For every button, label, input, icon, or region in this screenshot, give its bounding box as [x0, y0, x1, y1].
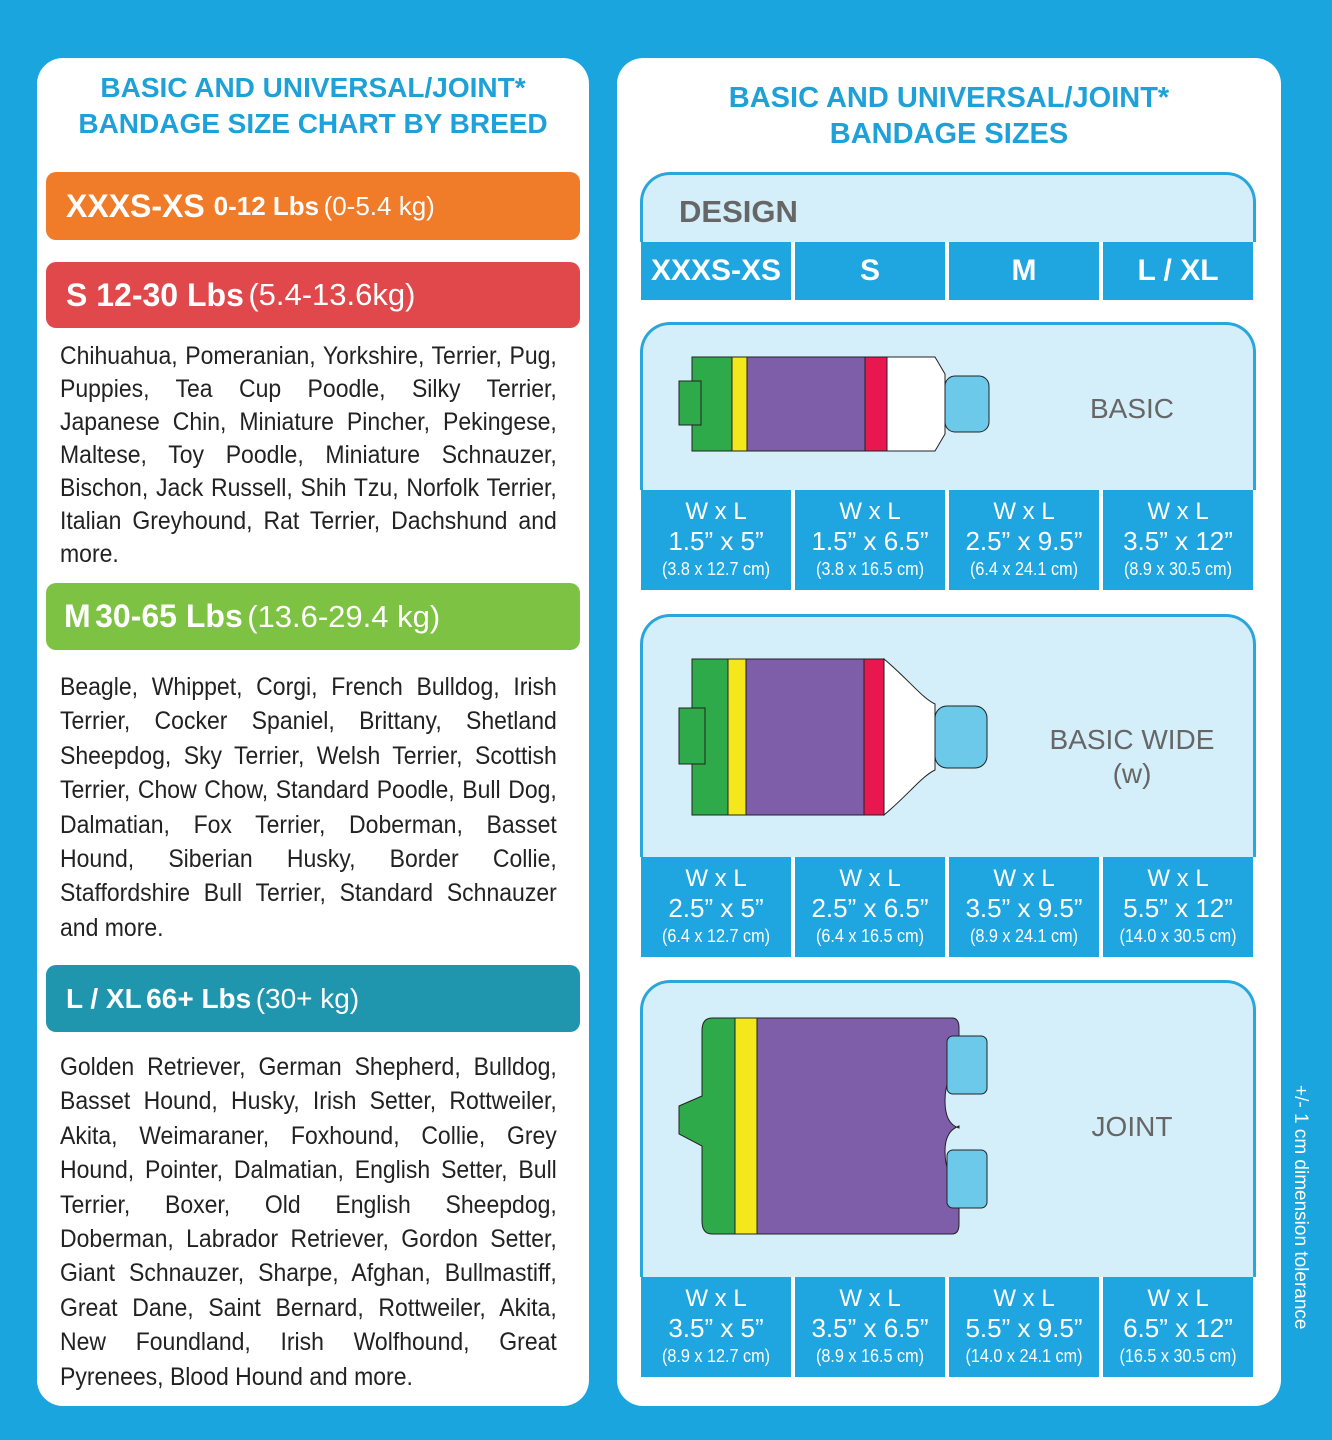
size-kg: (5.4-13.6kg)	[248, 277, 416, 312]
joint-bandage-illustration	[678, 1017, 988, 1235]
size-band-l-xl: L / XL 66+ Lbs (30+ kg)	[46, 965, 580, 1032]
size-name: S	[66, 276, 88, 313]
wl-label: W x L	[839, 1285, 901, 1312]
wl-label: W x L	[1147, 865, 1209, 892]
size-lbs: 12-30 Lbs	[96, 276, 244, 313]
size-name: XXXS-XS	[66, 187, 205, 224]
size-lbs: 66+ Lbs	[146, 982, 252, 1014]
type-label-basic-wide: BASIC WIDE (w)	[1017, 723, 1247, 791]
wl-label: W x L	[685, 1285, 747, 1312]
size-cm: (6.4 x 12.7 cm)	[661, 926, 771, 946]
type-label-basic: BASIC	[1089, 393, 1175, 424]
size-cm: (8.9 x 24.1 cm)	[969, 926, 1079, 946]
size-inches: 5.5” x 9.5”	[965, 1313, 1083, 1343]
joint-size-row: W x L 3.5” x 5” (8.9 x 12.7 cm) W x L 3.5” …	[641, 1277, 1253, 1377]
breed-list-l-xl: Golden Retriever, German Shepherd, Bulld…	[60, 1053, 557, 1391]
size-cell: W x L 5.5” x 12” (14.0 x 30.5 cm)	[1103, 857, 1253, 957]
size-kg: (13.6-29.4 kg)	[247, 598, 441, 634]
size-cm: (8.9 x 12.7 cm)	[661, 1346, 771, 1366]
breed-size-chart: BASIC AND UNIVERSAL/JOINT* BANDAGE SIZE …	[37, 58, 589, 1406]
size-header: S	[795, 242, 945, 300]
wl-label: W x L	[993, 1285, 1055, 1312]
size-name: M	[64, 598, 91, 634]
basic-bandage-illustration	[678, 356, 990, 452]
size-cell: W x L 2.5” x 5” (6.4 x 12.7 cm)	[641, 857, 791, 957]
size-cell: W x L 2.5” x 9.5” (6.4 x 24.1 cm)	[949, 490, 1099, 590]
wl-label: W x L	[685, 498, 747, 525]
wl-label: W x L	[685, 865, 747, 892]
size-band-xxxs-xs: XXXS-XS 0-12 Lbs (0-5.4 kg)	[46, 172, 580, 240]
type-name: BASIC WIDE	[1049, 724, 1215, 755]
size-inches: 1.5” x 5”	[668, 526, 764, 556]
size-cell: W x L 1.5” x 5” (3.8 x 12.7 cm)	[641, 490, 791, 590]
size-inches: 2.5” x 9.5”	[965, 526, 1083, 556]
size-cm: (14.0 x 30.5 cm)	[1119, 926, 1237, 946]
title-line: BASIC AND UNIVERSAL/JOINT*	[100, 72, 526, 103]
size-cm: (14.0 x 24.1 cm)	[965, 1346, 1083, 1366]
wl-label: W x L	[993, 865, 1055, 892]
size-band-m: M 30-65 Lbs (13.6-29.4 kg)	[46, 583, 580, 650]
type-sub: (w)	[1112, 758, 1152, 789]
size-cell: W x L 5.5” x 9.5” (14.0 x 24.1 cm)	[949, 1277, 1099, 1377]
size-cm: (8.9 x 16.5 cm)	[815, 1346, 925, 1366]
size-inches: 3.5” x 6.5”	[811, 1313, 929, 1343]
wl-label: W x L	[1147, 1285, 1209, 1312]
breed-list-s: Chihuahua, Pomeranian, Yorkshire, Terrie…	[60, 342, 557, 568]
size-kg: (30+ kg)	[255, 982, 360, 1014]
basic-size-row: W x L 1.5” x 5” (3.8 x 12.7 cm) W x L 1.5” …	[641, 490, 1253, 590]
wl-label: W x L	[1147, 498, 1209, 525]
size-header: M	[949, 242, 1099, 300]
size-inches: 3.5” x 5”	[668, 1313, 764, 1343]
size-cell: W x L 1.5” x 6.5” (3.8 x 16.5 cm)	[795, 490, 945, 590]
type-label-joint: JOINT	[1091, 1111, 1173, 1142]
breed-list-m: Beagle, Whippet, Corgi, French Bulldog, …	[60, 673, 557, 942]
size-cm: (16.5 x 30.5 cm)	[1119, 1346, 1237, 1366]
size-header-row: XXXS-XS S M L / XL	[641, 242, 1253, 300]
size-inches: 3.5” x 9.5”	[965, 893, 1083, 923]
size-lbs: 0-12 Lbs	[213, 190, 320, 221]
basic-wide-bandage-illustration	[678, 658, 988, 817]
title-line: BANDAGE SIZES	[829, 118, 1069, 150]
wl-label: W x L	[839, 498, 901, 525]
dimension-tolerance-note: +/- 1 cm dimension tolerance	[1290, 1085, 1311, 1330]
size-cell: W x L 3.5” x 5” (8.9 x 12.7 cm)	[641, 1277, 791, 1377]
size-cm: (3.8 x 16.5 cm)	[815, 559, 925, 579]
size-name: L / XL	[66, 982, 142, 1014]
size-inches: 1.5” x 6.5”	[811, 526, 929, 556]
size-band-s: S 12-30 Lbs (5.4-13.6kg)	[46, 262, 580, 328]
basic-wide-size-row: W x L 2.5” x 5” (6.4 x 12.7 cm) W x L 2.5” …	[641, 857, 1253, 957]
size-inches: 5.5” x 12”	[1123, 893, 1233, 923]
size-cm: (6.4 x 24.1 cm)	[969, 559, 1079, 579]
size-inches: 6.5” x 12”	[1123, 1313, 1233, 1343]
size-cell: W x L 3.5” x 6.5” (8.9 x 16.5 cm)	[795, 1277, 945, 1377]
size-inches: 2.5” x 5”	[668, 893, 764, 923]
size-inches: 2.5” x 6.5”	[811, 893, 929, 923]
size-cell: W x L 3.5” x 12” (8.9 x 30.5 cm)	[1103, 490, 1253, 590]
title-line: BANDAGE SIZE CHART BY BREED	[78, 108, 548, 139]
size-cell: W x L 3.5” x 9.5” (8.9 x 24.1 cm)	[949, 857, 1099, 957]
size-cm: (8.9 x 30.5 cm)	[1123, 559, 1233, 579]
size-kg: (0-5.4 kg)	[323, 190, 435, 221]
size-cm: (6.4 x 16.5 cm)	[815, 926, 925, 946]
size-inches: 3.5” x 12”	[1123, 526, 1233, 556]
breed-chart-title: BASIC AND UNIVERSAL/JOINT* BANDAGE SIZE …	[37, 70, 589, 142]
title-line: BASIC AND UNIVERSAL/JOINT*	[728, 82, 1170, 114]
wl-label: W x L	[993, 498, 1055, 525]
size-cell: W x L 6.5” x 12” (16.5 x 30.5 cm)	[1103, 1277, 1253, 1377]
bandage-sizes-chart: BASIC AND UNIVERSAL/JOINT* BANDAGE SIZES…	[617, 58, 1281, 1406]
wl-label: W x L	[839, 865, 901, 892]
size-cell: W x L 2.5” x 6.5” (6.4 x 16.5 cm)	[795, 857, 945, 957]
size-header: L / XL	[1103, 242, 1253, 300]
design-label: DESIGN	[679, 194, 798, 229]
size-cm: (3.8 x 12.7 cm)	[661, 559, 771, 579]
size-header: XXXS-XS	[641, 242, 791, 300]
size-lbs: 30-65 Lbs	[95, 598, 243, 634]
bandage-sizes-title: BASIC AND UNIVERSAL/JOINT* BANDAGE SIZES	[617, 80, 1281, 152]
design-panel	[640, 172, 1256, 242]
